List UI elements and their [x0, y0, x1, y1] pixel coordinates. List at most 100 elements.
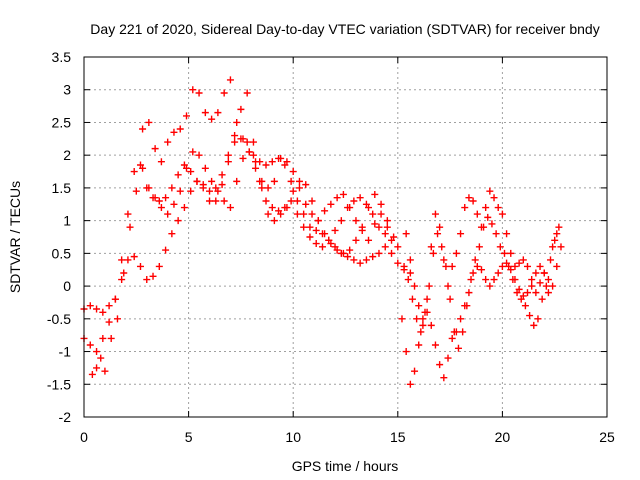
data-point-track-d: [220, 197, 228, 205]
data-point-track-a: [249, 151, 257, 159]
data-point-track-d: [365, 204, 373, 212]
data-point-track-d: [208, 177, 216, 185]
data-point-track-e: [411, 367, 419, 375]
data-point-track-g: [457, 230, 465, 238]
data-point-track-e: [415, 341, 423, 349]
data-point-track-f: [417, 328, 425, 336]
data-point-track-g: [477, 223, 485, 231]
data-point-track-e: [498, 262, 506, 270]
data-point-track-c: [277, 154, 285, 162]
data-point-track-a: [243, 138, 251, 146]
data-point-track-b: [93, 348, 101, 356]
data-point-track-g: [536, 279, 544, 287]
grid-layer: [84, 57, 607, 417]
data-point-track-d: [239, 154, 247, 162]
data-point-track-f: [530, 321, 538, 329]
data-point-track-a: [143, 276, 151, 284]
data-point-track-b: [300, 223, 308, 231]
data-point-track-c: [377, 210, 385, 218]
data-point-track-g: [448, 262, 456, 270]
data-point-track-c: [289, 168, 297, 176]
data-point-track-g: [415, 302, 423, 310]
data-point-track-g: [540, 269, 548, 277]
data-point-track-g: [431, 210, 439, 218]
data-point-track-a: [388, 249, 396, 257]
data-point-track-e: [524, 289, 532, 297]
data-point-track-a: [306, 223, 314, 231]
data-point-track-a: [162, 246, 170, 254]
data-point-track-d: [145, 184, 153, 192]
data-point-track-b: [218, 181, 226, 189]
data-point-track-c: [283, 158, 291, 166]
data-point-track-d: [333, 246, 341, 254]
x-axis-label: GPS time / hours: [292, 458, 399, 474]
data-point-track-d: [245, 148, 253, 156]
data-point-track-b: [187, 168, 195, 176]
chart-title: Day 221 of 2020, Sidereal Day-to-day VTE…: [90, 21, 599, 37]
data-point-track-e: [431, 341, 439, 349]
data-point-track-d: [314, 217, 322, 225]
data-point-track-g: [473, 210, 481, 218]
data-point-track-f: [471, 256, 479, 264]
data-point-track-b: [99, 334, 107, 342]
data-point-track-a: [293, 197, 301, 205]
plot-frame: [83, 56, 608, 418]
data-point-track-a: [187, 187, 195, 195]
data-point-track-b: [105, 318, 113, 326]
data-point-track-d: [352, 236, 360, 244]
data-point-track-d: [339, 249, 347, 257]
data-point-track-e: [473, 262, 481, 270]
data-point-track-d: [151, 194, 159, 202]
data-point-track-c: [258, 177, 266, 185]
data-point-track-b: [162, 194, 170, 202]
data-point-track-c: [333, 194, 341, 202]
data-point-track-c: [164, 138, 172, 146]
data-point-track-b: [231, 132, 239, 140]
data-point-track-a: [124, 256, 132, 264]
data-point-track-b: [111, 295, 119, 303]
data-point-track-a: [168, 230, 176, 238]
data-point-track-e: [469, 269, 477, 277]
data-point-track-f: [492, 230, 500, 238]
data-point-track-g: [444, 282, 452, 290]
data-point-track-f: [547, 256, 555, 264]
data-point-track-b: [199, 184, 207, 192]
data-point-track-c: [208, 115, 216, 123]
data-point-track-d: [233, 177, 241, 185]
points-layer: [80, 76, 565, 388]
y-tick-label: 3: [63, 82, 71, 98]
data-point-track-a: [130, 253, 138, 261]
data-point-track-c: [220, 89, 228, 97]
y-tick-label: 1.5: [52, 180, 72, 196]
data-point-track-f: [459, 328, 467, 336]
data-point-track-a: [93, 305, 101, 313]
data-point-track-a: [381, 243, 389, 251]
data-point-track-b: [312, 240, 320, 248]
data-point-track-g: [490, 194, 498, 202]
data-point-track-b: [124, 210, 132, 218]
data-point-track-f: [521, 302, 529, 310]
data-point-track-a: [356, 259, 364, 267]
data-point-track-f: [408, 295, 416, 303]
x-tick-label: 5: [185, 429, 193, 445]
data-point-track-c: [151, 145, 159, 153]
data-point-track-f: [509, 276, 517, 284]
data-point-track-c: [302, 200, 310, 208]
data-point-track-c: [88, 370, 96, 378]
data-point-track-a: [362, 256, 370, 264]
data-point-track-e: [448, 334, 456, 342]
data-point-track-g: [494, 204, 502, 212]
data-point-track-d: [283, 204, 291, 212]
data-point-track-a: [174, 217, 182, 225]
data-point-track-e: [406, 380, 414, 388]
data-point-track-d: [308, 197, 316, 205]
data-point-track-f: [484, 213, 492, 221]
data-point-track-c: [321, 207, 329, 215]
data-point-track-b: [86, 341, 94, 349]
data-point-track-b: [268, 204, 276, 212]
data-point-track-c: [270, 177, 278, 185]
data-point-track-c: [189, 86, 197, 94]
data-point-track-f: [534, 315, 542, 323]
data-point-track-f: [542, 282, 550, 290]
data-point-track-d: [321, 230, 329, 238]
